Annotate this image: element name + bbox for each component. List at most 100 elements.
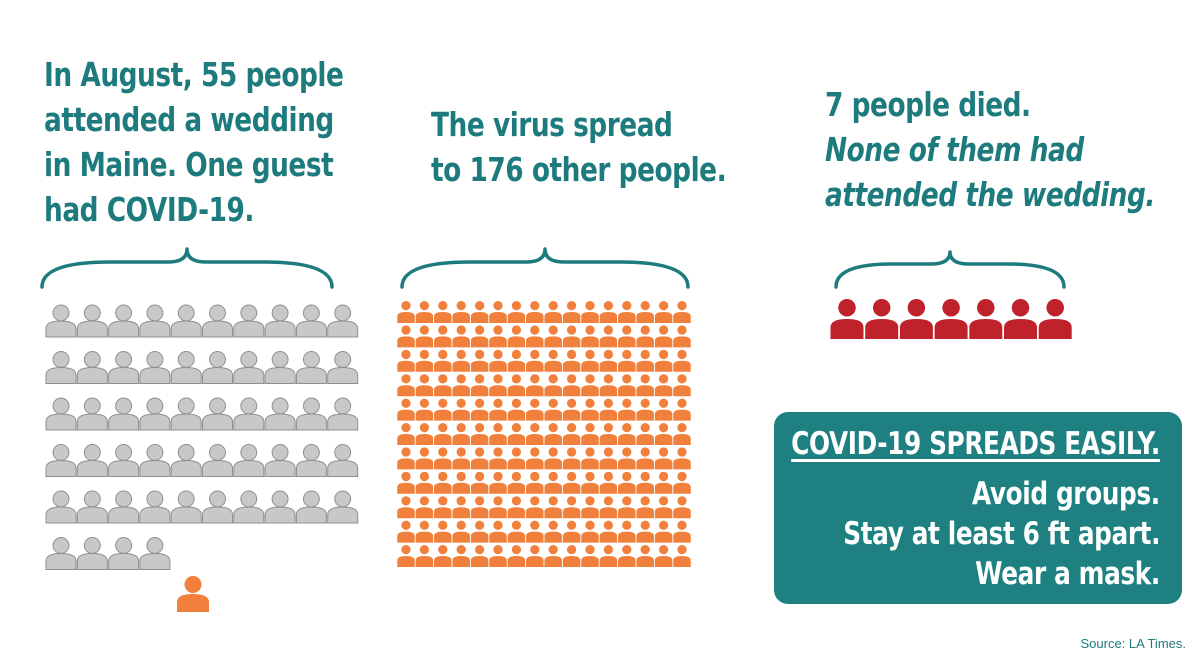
infected-person-icon <box>489 471 507 494</box>
infected-person-icon <box>526 471 544 494</box>
wedding-guest-person-icon <box>264 351 296 384</box>
infected-person-icon <box>599 471 618 494</box>
wedding-guest-person-icon <box>108 397 140 431</box>
prevention-callout: COVID-19 SPREADS EASILY. Avoid groups. S… <box>774 412 1182 604</box>
infected-person-icon <box>415 349 434 372</box>
infected-person-icon <box>636 496 654 519</box>
infected-person-icon <box>654 520 673 543</box>
death-person-icon <box>899 299 933 339</box>
infected-person-icon <box>654 374 673 397</box>
infected-person-icon <box>470 496 489 519</box>
wedding-guest-person-icon <box>45 397 77 431</box>
wedding-guest-person-icon <box>108 304 140 338</box>
infected-person-icon <box>452 447 470 470</box>
wedding-guest-person-icon <box>76 490 108 524</box>
infected-person-icon <box>452 496 470 519</box>
death-person-icon <box>969 299 1003 339</box>
infected-person-icon <box>618 349 636 372</box>
infected-person-icon <box>599 398 618 421</box>
infected-person-icon <box>397 325 415 348</box>
wedding-guest-person-icon <box>76 351 108 384</box>
tip-mask: Wear a mask. <box>975 556 1160 592</box>
death-person-icon <box>830 299 864 339</box>
infected-person-icon <box>452 471 470 494</box>
group-braces <box>40 247 1066 289</box>
wedding-guest-person-icon <box>108 444 140 477</box>
infected-person-icon <box>507 301 526 323</box>
wedding-guest-person-icon <box>327 444 359 477</box>
spread-brace <box>400 247 690 289</box>
infected-person-icon <box>434 447 452 470</box>
wedding-guest-person-icon <box>295 490 327 524</box>
infected-person-icon <box>673 447 691 470</box>
infected-person-icon <box>470 398 489 421</box>
tip-avoid-groups: Avoid groups. <box>972 476 1160 512</box>
wedding-guest-person-icon <box>264 444 296 477</box>
infected-person-icon <box>581 374 599 397</box>
infected-person-icon <box>507 545 526 567</box>
infected-person-icon <box>581 447 599 470</box>
wedding-guest-person-icon <box>45 304 77 338</box>
infected-person-icon <box>470 471 489 494</box>
infected-person-icon <box>636 545 654 567</box>
infected-guest-person-icon <box>177 576 209 612</box>
infected-person-icon <box>526 423 544 445</box>
infected-person-icon <box>434 398 452 421</box>
infected-person-icon <box>489 447 507 470</box>
infected-person-icon <box>489 398 507 421</box>
callout-title: COVID-19 SPREADS EASILY. <box>791 426 1160 462</box>
infected-person-icon <box>544 301 562 323</box>
wedding-guest-person-icon <box>233 304 265 338</box>
wedding-guest-person-icon <box>233 351 265 384</box>
deaths-brace <box>834 250 1066 289</box>
wedding-guest-person-icon <box>264 397 296 431</box>
infected-person-icon <box>562 520 581 543</box>
infected-person-icon <box>415 374 434 397</box>
wedding-guest-person-icon <box>170 490 202 524</box>
infected-person-icon <box>397 471 415 494</box>
infected-person-icon <box>618 423 636 445</box>
wedding-guest-person-icon <box>45 351 77 384</box>
deaths-headline: 7 people died. None of them had attended… <box>825 82 1155 217</box>
death-person-icon <box>934 299 968 339</box>
infected-person-icon <box>397 374 415 397</box>
wedding-guest-person-icon <box>202 397 233 431</box>
infected-person-icon <box>470 447 489 470</box>
death-person-icon <box>1004 299 1037 339</box>
wedding-guest-person-icon <box>202 351 233 384</box>
infected-person-icon <box>415 301 434 323</box>
infected-person-icon <box>544 398 562 421</box>
wedding-guests-grid <box>45 304 359 612</box>
infected-person-icon <box>581 423 599 445</box>
infected-person-icon <box>526 520 544 543</box>
wedding-guest-person-icon <box>327 304 359 338</box>
infected-person-icon <box>397 301 415 323</box>
infected-person-icon <box>562 325 581 348</box>
wedding-guest-person-icon <box>139 397 171 431</box>
wedding-guest-person-icon <box>202 444 233 477</box>
infected-person-icon <box>415 545 434 567</box>
infected-person-icon <box>507 325 526 348</box>
infected-person-icon <box>618 545 636 567</box>
infected-person-icon <box>434 301 452 323</box>
infected-person-icon <box>507 423 526 445</box>
infected-person-icon <box>415 447 434 470</box>
infected-person-icon <box>470 301 489 323</box>
death-person-icon <box>1038 299 1072 339</box>
infected-person-icon <box>562 301 581 323</box>
infected-person-icon <box>397 349 415 372</box>
infected-person-icon <box>452 349 470 372</box>
infected-person-icon <box>618 301 636 323</box>
infected-person-icon <box>397 423 415 445</box>
infected-person-icon <box>544 349 562 372</box>
infected-person-icon <box>397 447 415 470</box>
infected-person-icon <box>452 423 470 445</box>
tip-distance: Stay at least 6 ft apart. <box>843 516 1160 552</box>
infected-person-icon <box>526 398 544 421</box>
wedding-guest-person-icon <box>45 444 77 477</box>
infected-person-icon <box>507 471 526 494</box>
infected-person-icon <box>397 520 415 543</box>
infected-person-icon <box>397 398 415 421</box>
wedding-guest-person-icon <box>170 351 202 384</box>
wedding-headline-line-4: had COVID-19. <box>44 190 254 229</box>
